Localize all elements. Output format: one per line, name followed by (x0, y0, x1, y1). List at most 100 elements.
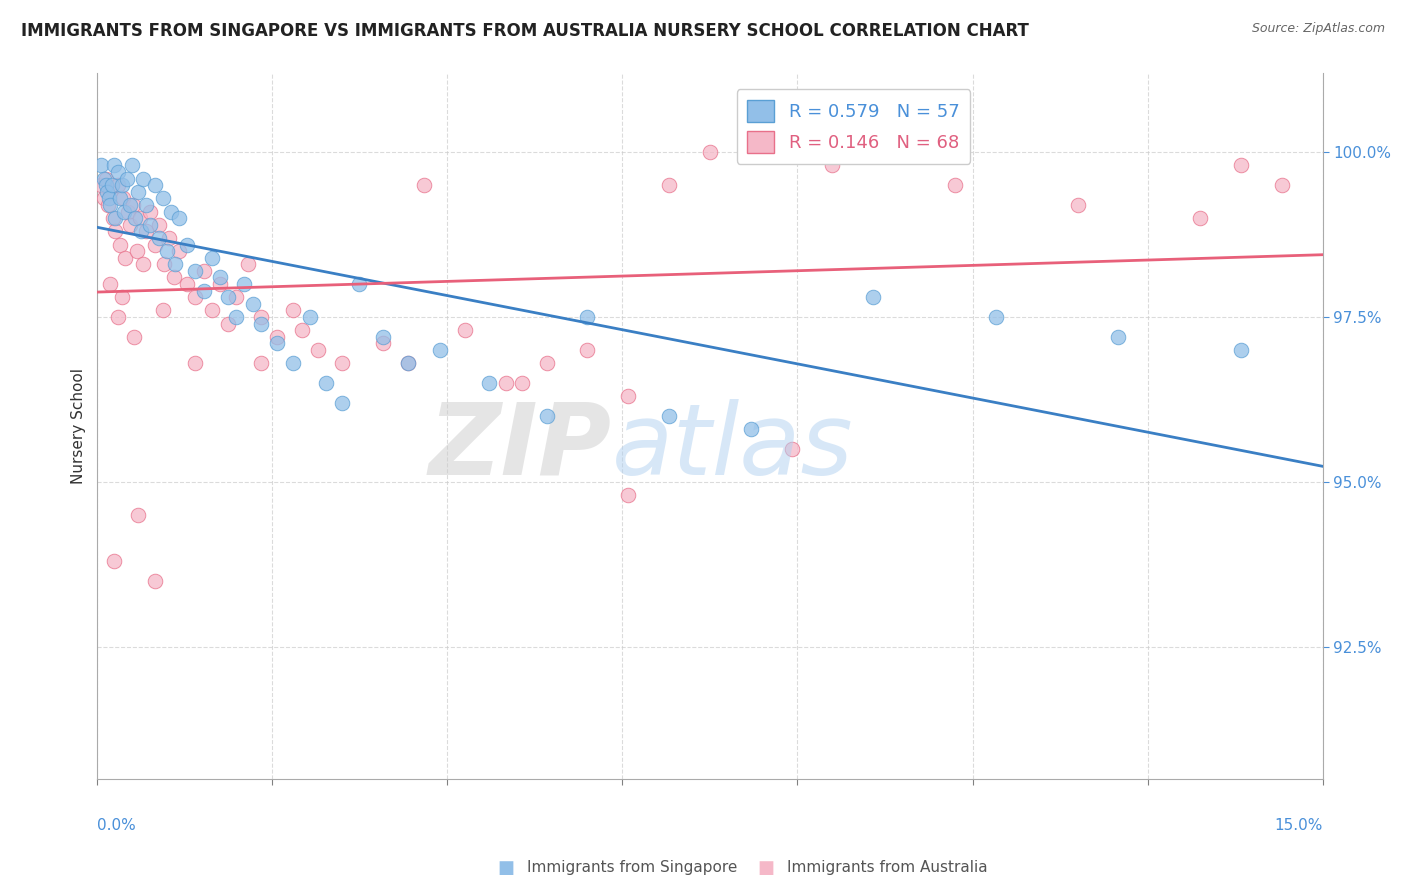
Point (124, 211, 146, 226)
Point (238, 257, 260, 271)
Text: 0.0%: 0.0% (97, 819, 136, 833)
Point (132, 257, 155, 271)
Point (115, 171, 138, 186)
Point (167, 244, 190, 259)
Point (176, 277, 198, 291)
Point (107, 310, 129, 324)
Point (93, 171, 115, 186)
Point (266, 330, 288, 344)
Point (104, 224, 127, 238)
Point (576, 343, 599, 357)
Point (148, 218, 170, 232)
Point (242, 297, 264, 311)
Point (201, 251, 224, 265)
Point (536, 356, 558, 370)
Point (127, 508, 149, 522)
Point (100, 198, 122, 212)
Point (1189, 211, 1212, 226)
Point (163, 270, 186, 285)
Point (307, 343, 329, 357)
Point (225, 290, 247, 304)
Point (780, 442, 803, 456)
Point (396, 356, 419, 370)
Point (184, 290, 207, 304)
Point (249, 317, 271, 331)
Point (100, 185, 122, 199)
Point (125, 244, 148, 259)
Point (249, 356, 271, 370)
Point (266, 336, 288, 351)
Point (658, 178, 681, 193)
Point (943, 178, 966, 193)
Text: ■: ■ (498, 859, 515, 877)
Point (156, 244, 179, 259)
Point (121, 158, 143, 172)
Point (617, 389, 640, 403)
Point (152, 303, 174, 318)
Point (111, 178, 134, 193)
Point (290, 323, 312, 337)
Point (135, 224, 157, 238)
Point (107, 165, 129, 179)
Point (1230, 158, 1253, 172)
Point (184, 264, 207, 278)
Text: ■: ■ (758, 859, 775, 877)
Point (699, 145, 721, 160)
Point (129, 224, 152, 238)
Point (315, 376, 337, 390)
Text: ZIP: ZIP (429, 399, 612, 496)
Point (283, 303, 305, 318)
Point (97, 198, 120, 212)
Point (153, 257, 176, 271)
Point (139, 204, 162, 219)
Point (93, 191, 115, 205)
Point (373, 330, 395, 344)
Point (225, 310, 247, 324)
Point (283, 356, 305, 370)
Text: IMMIGRANTS FROM SINGAPORE VS IMMIGRANTS FROM AUSTRALIA NURSERY SCHOOL CORRELATIO: IMMIGRANTS FROM SINGAPORE VS IMMIGRANTS … (21, 22, 1029, 40)
Text: 15.0%: 15.0% (1274, 819, 1323, 833)
Point (128, 211, 150, 226)
Point (576, 310, 599, 324)
Point (107, 178, 129, 193)
Point (495, 376, 517, 390)
Point (143, 574, 166, 588)
Point (298, 310, 321, 324)
Point (1271, 178, 1294, 193)
Legend: R = 0.579   N = 57, R = 0.146   N = 68: R = 0.579 N = 57, R = 0.146 N = 68 (737, 89, 970, 164)
Point (167, 211, 190, 226)
Text: Immigrants from Singapore: Immigrants from Singapore (527, 861, 738, 875)
Point (139, 218, 162, 232)
Point (658, 409, 681, 423)
Point (122, 330, 145, 344)
Point (740, 422, 762, 436)
Point (90, 158, 112, 172)
Y-axis label: Nursery School: Nursery School (72, 368, 86, 484)
Point (478, 376, 501, 390)
Point (821, 158, 844, 172)
Point (98, 277, 121, 291)
Point (104, 211, 127, 226)
Point (111, 290, 134, 304)
Point (94, 178, 117, 193)
Point (103, 554, 125, 568)
Point (184, 356, 207, 370)
Point (413, 178, 436, 193)
Point (97, 191, 120, 205)
Point (114, 251, 136, 265)
Point (510, 376, 533, 390)
Point (101, 211, 124, 226)
Point (117, 204, 139, 219)
Point (193, 264, 215, 278)
Point (217, 290, 239, 304)
Point (396, 356, 419, 370)
Point (94, 171, 117, 186)
Point (201, 303, 224, 318)
Point (111, 191, 134, 205)
Point (373, 336, 395, 351)
Point (984, 310, 1007, 324)
Point (90, 178, 112, 193)
Point (112, 204, 135, 219)
Text: Source: ZipAtlas.com: Source: ZipAtlas.com (1251, 22, 1385, 36)
Point (347, 277, 370, 291)
